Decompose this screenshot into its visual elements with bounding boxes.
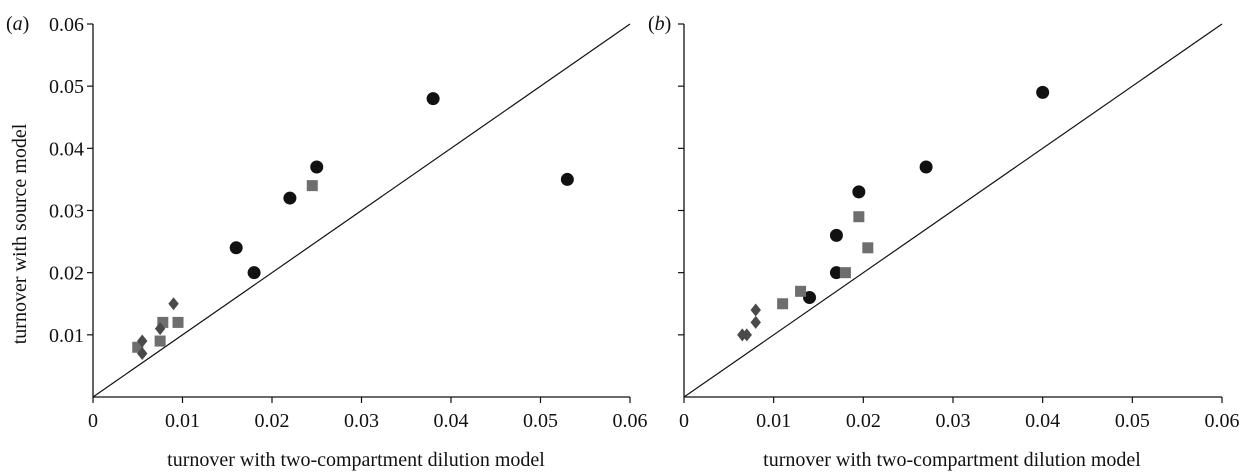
panel-a-y-tick-label: 0.03 [49,201,84,223]
panel-a-circle-point [247,266,261,280]
panel-b-circle-point [919,160,933,174]
panel-b-x-tick-label: 0.03 [936,410,971,432]
panel-a-circle-point [229,241,243,255]
panel-a-diamond-point [137,346,148,360]
panel-b-circle-point [852,185,866,199]
panel-a-circle-point [310,160,324,174]
panel-b-x-tick-label: 0 [679,410,689,432]
panel-b-tag: (b) [648,13,671,35]
panel-b-x-tick-label: 0.05 [1115,410,1150,432]
panel-a-x-tick-label: 0.06 [613,410,648,432]
panel-b-circle-point [829,266,843,280]
panel-b-diamond-point [750,315,761,329]
panel-a-x-tick-label: 0.03 [344,410,379,432]
panel-a-x-tick-label: 0.04 [434,410,469,432]
panel-b-x-tick-label: 0.02 [846,410,881,432]
panel-a-diamond-point [137,334,148,348]
panel-a-y-tick-label: 0.02 [49,263,84,285]
panel-a-axes: 0 0.01 0.02 0.03 0.04 0.05 0.06 0.01 0.02 0.03 0.0… [49,14,648,432]
panel-b-square-point [839,267,851,279]
panel-b: (b) 0 0.01 0.02 0.03 0.04 0.05 0.06 turnover w… [648,13,1240,471]
panel-a-y-tick-label: 0.04 [49,138,84,160]
panel-b-identity-line [683,23,1223,398]
panel-a-y-tick-label: 0.05 [49,76,84,98]
panel-b-axes: 0 0.01 0.02 0.03 0.04 0.05 0.06 [678,23,1240,432]
panel-b-circle-point [1036,85,1050,99]
panel-b-square-point [777,298,789,310]
panel-a-diamond-point [154,322,166,336]
panel-b-x-tick-label: 0.06 [1205,410,1240,432]
panel-b-x-tick-label: 0.01 [756,410,791,432]
panel-a-square-point [306,180,318,192]
panel-a-circle-point [426,92,440,106]
panel-a-y-tick-label: 0.06 [49,14,84,36]
panel-a: (a) 0 0.01 0.02 0.03 0.04 0.05 0.06 0.01 0.02 0.0… [6,13,648,471]
panel-b-marks [683,23,1223,398]
panel-a-x-tick-label: 0.01 [165,410,200,432]
panel-a-identity-line [92,23,631,398]
panel-b-square-point [862,242,874,254]
panel-b-circle-point [803,291,817,305]
panel-a-square-point [154,335,166,347]
panel-a-tag: (a) [6,13,29,35]
panel-b-square-point [853,211,865,223]
panel-a-diamond-point [168,297,179,311]
panel-a-square-point [157,316,169,328]
panel-a-circle-point [283,191,297,205]
panel-b-x-tick-label: 0.04 [1025,410,1060,432]
panel-b-diamond-point [750,303,761,317]
panel-a-square-point [172,316,184,328]
panel-b-diamond-point [741,328,752,342]
panel-a-x-tick-label: 0.05 [523,410,558,432]
panel-a-y-tick-label: 0.01 [49,325,84,347]
panel-b-x-axis-title: turnover with two-compartment dilution m… [763,449,1141,471]
panel-a-circle-point [560,172,574,186]
panel-a-x-tick-label: 0 [88,410,98,432]
panel-b-circle-point [829,228,843,242]
panel-b-square-point [795,285,807,297]
panel-a-square-point [132,341,144,353]
panel-a-marks [92,23,631,398]
panel-a-x-axis-title: turnover with two-compartment dilution m… [167,449,545,471]
panel-a-y-axis-title: turnover with source model [9,123,31,344]
panel-a-x-tick-label: 0.02 [255,410,290,432]
